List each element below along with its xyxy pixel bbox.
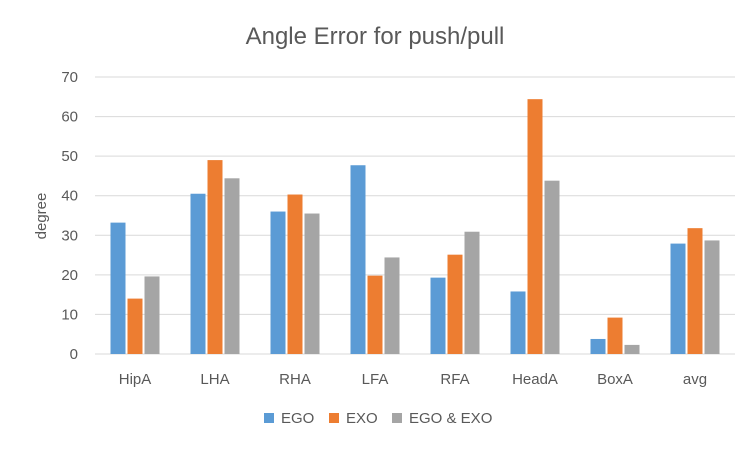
bar-ego-heada (510, 291, 526, 354)
bar-ego-exo-lfa (384, 257, 400, 354)
bar-ego-rfa (430, 277, 446, 354)
x-tick-label: BoxA (597, 371, 633, 388)
y-tick-label: 60 (61, 109, 78, 126)
bar-exo-lha (207, 160, 223, 354)
bar-exo-heada (527, 99, 543, 354)
bar-exo-rha (287, 194, 303, 354)
legend-swatch (264, 413, 274, 423)
bar-exo-lfa (367, 275, 383, 354)
x-tick-label: RHA (279, 371, 311, 388)
y-tick-label: 50 (61, 148, 78, 165)
bar-exo-rfa (447, 254, 463, 354)
bar-exo-avg (687, 228, 703, 354)
bar-ego-hipa (110, 222, 126, 354)
bar-exo-boxa (607, 317, 623, 354)
y-axis-ticks: 0 10 20 30 40 50 60 70 (61, 69, 78, 363)
bar-ego-rha (270, 211, 286, 354)
bar-ego-exo-heada (544, 180, 560, 354)
bars (110, 99, 720, 354)
x-axis-ticks: HipA LHA RHA LFA RFA HeadA BoxA avg (119, 371, 707, 388)
y-tick-label: 30 (61, 227, 78, 244)
y-tick-label: 40 (61, 188, 78, 205)
legend-label: EGO (281, 410, 314, 427)
legend-swatch (392, 413, 402, 423)
y-tick-label: 20 (61, 267, 78, 284)
bar-ego-exo-hipa (144, 276, 160, 354)
bar-ego-exo-rfa (464, 231, 480, 354)
bar-ego-exo-lha (224, 178, 240, 354)
chart-title: Angle Error for push/pull (246, 23, 505, 50)
bar-exo-hipa (127, 298, 143, 354)
x-tick-label: HeadA (512, 371, 558, 388)
bar-ego-lfa (350, 165, 366, 354)
x-tick-label: RFA (440, 371, 469, 388)
y-tick-label: 70 (61, 69, 78, 86)
legend-label: EXO (346, 410, 378, 427)
y-axis-label: degree (33, 193, 50, 240)
y-tick-label: 0 (70, 346, 78, 363)
legend-swatch (329, 413, 339, 423)
x-tick-label: HipA (119, 371, 152, 388)
bar-ego-exo-avg (704, 240, 720, 354)
bar-ego-lha (190, 193, 206, 354)
bar-ego-exo-boxa (624, 344, 640, 354)
x-tick-label: avg (683, 371, 707, 388)
bar-ego-boxa (590, 338, 606, 354)
x-tick-label: LHA (200, 371, 229, 388)
legend: EGO EXO EGO & EXO (264, 410, 492, 427)
legend-label: EGO & EXO (409, 410, 492, 427)
bar-ego-avg (670, 243, 686, 354)
bar-ego-exo-rha (304, 213, 320, 354)
y-tick-label: 10 (61, 306, 78, 323)
x-tick-label: LFA (362, 371, 389, 388)
